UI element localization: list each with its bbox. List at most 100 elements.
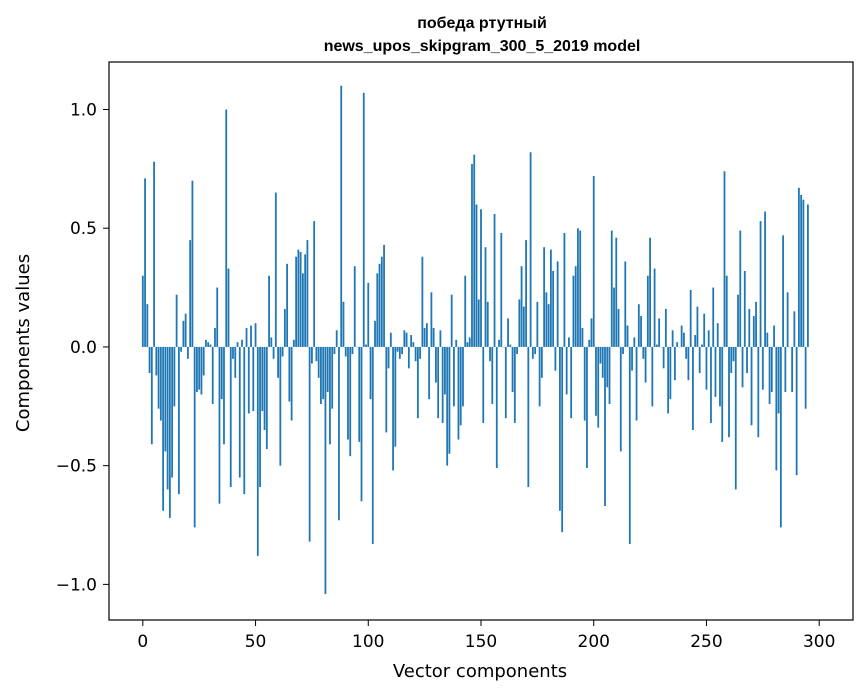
bar-183 bbox=[554, 346, 557, 371]
bar-142 bbox=[462, 346, 464, 407]
x-tick-label: 300 bbox=[803, 632, 835, 652]
bar-186 bbox=[561, 346, 564, 533]
bar-25 bbox=[198, 346, 201, 390]
bar-17 bbox=[180, 346, 183, 352]
bar-20 bbox=[187, 346, 189, 359]
bar-150 bbox=[480, 209, 482, 347]
bar-227 bbox=[653, 268, 656, 347]
bar-54 bbox=[263, 346, 266, 431]
bar-37 bbox=[225, 109, 228, 347]
bar-7 bbox=[157, 346, 160, 409]
bar-215 bbox=[626, 325, 629, 347]
bar-282 bbox=[777, 346, 780, 414]
bar-136 bbox=[448, 346, 451, 454]
bar-32 bbox=[214, 327, 216, 347]
bar-101 bbox=[369, 346, 372, 400]
bar-280 bbox=[773, 325, 775, 347]
bar-125 bbox=[423, 327, 426, 347]
bar-164 bbox=[511, 346, 514, 393]
bar-210 bbox=[615, 237, 618, 347]
bar-71 bbox=[301, 273, 304, 347]
bar-267 bbox=[743, 270, 746, 347]
bar-277 bbox=[766, 332, 769, 347]
y-tick-label: 1.0 bbox=[70, 100, 97, 120]
bar-279 bbox=[770, 346, 773, 393]
bar-229 bbox=[658, 318, 661, 347]
bar-16 bbox=[177, 346, 180, 495]
bar-68 bbox=[295, 256, 298, 347]
chart-title-line-2: news_upos_skipgram_300_5_2019 model bbox=[324, 38, 641, 55]
y-tick-label: 0.0 bbox=[70, 338, 97, 358]
bar-168 bbox=[520, 266, 523, 347]
bar-115 bbox=[401, 346, 403, 355]
bar-39 bbox=[229, 346, 232, 488]
bar-series bbox=[141, 85, 809, 594]
bar-70 bbox=[299, 251, 302, 347]
bar-197 bbox=[586, 346, 588, 469]
bar-123 bbox=[419, 346, 422, 359]
bar-15 bbox=[175, 294, 178, 347]
bar-141 bbox=[459, 346, 462, 426]
bar-163 bbox=[509, 344, 512, 347]
bar-103 bbox=[374, 320, 376, 347]
bar-156 bbox=[493, 213, 496, 347]
bar-152 bbox=[484, 247, 487, 347]
bar-283 bbox=[779, 346, 782, 528]
bar-11 bbox=[166, 346, 169, 490]
bar-185 bbox=[559, 346, 561, 511]
bar-166 bbox=[516, 346, 518, 355]
bar-286 bbox=[786, 292, 789, 347]
bar-45 bbox=[243, 346, 246, 495]
bar-116 bbox=[403, 330, 406, 347]
bar-69 bbox=[297, 249, 300, 347]
bar-243 bbox=[689, 289, 692, 347]
bar-138 bbox=[453, 346, 455, 407]
bar-47 bbox=[247, 346, 250, 414]
bar-82 bbox=[326, 346, 329, 393]
chart-title-line-1: победа ртутный bbox=[417, 15, 547, 32]
bar-196 bbox=[583, 346, 586, 421]
bar-193 bbox=[577, 228, 579, 347]
bar-40 bbox=[232, 346, 234, 359]
bar-172 bbox=[529, 152, 532, 347]
bar-294 bbox=[804, 346, 807, 409]
bar-222 bbox=[642, 346, 645, 359]
bar-29 bbox=[207, 342, 210, 347]
bar-225 bbox=[649, 237, 651, 347]
bar-18 bbox=[182, 320, 185, 347]
bar-234 bbox=[669, 346, 672, 400]
y-tick-label: −1.0 bbox=[56, 575, 97, 595]
bar-262 bbox=[732, 346, 735, 362]
bar-176 bbox=[538, 346, 541, 407]
bar-269 bbox=[748, 308, 751, 347]
bar-66 bbox=[290, 346, 293, 421]
x-tick-label: 0 bbox=[137, 632, 148, 652]
bar-161 bbox=[504, 346, 507, 419]
bar-239 bbox=[680, 325, 683, 347]
bar-60 bbox=[277, 346, 279, 378]
bar-104 bbox=[376, 273, 379, 347]
bar-259 bbox=[725, 275, 728, 347]
bar-80 bbox=[322, 346, 325, 400]
bar-91 bbox=[347, 346, 349, 440]
bar-87 bbox=[338, 346, 340, 521]
bar-189 bbox=[568, 337, 570, 347]
bar-19 bbox=[184, 313, 187, 347]
bar-221 bbox=[640, 316, 642, 347]
bar-130 bbox=[435, 346, 437, 383]
bar-92 bbox=[349, 346, 352, 457]
bar-246 bbox=[696, 306, 699, 347]
bar-128 bbox=[430, 292, 433, 347]
bar-154 bbox=[489, 346, 491, 362]
bar-292 bbox=[800, 194, 803, 347]
bar-36 bbox=[223, 346, 225, 445]
bar-64 bbox=[286, 263, 289, 347]
bar-124 bbox=[421, 256, 424, 347]
bar-147 bbox=[473, 154, 476, 347]
bar-50 bbox=[254, 323, 257, 347]
bar-288 bbox=[791, 346, 794, 393]
x-axis-label: Vector components bbox=[393, 661, 567, 682]
bar-173 bbox=[531, 346, 534, 359]
bar-148 bbox=[475, 204, 478, 347]
bar-86 bbox=[335, 330, 338, 347]
